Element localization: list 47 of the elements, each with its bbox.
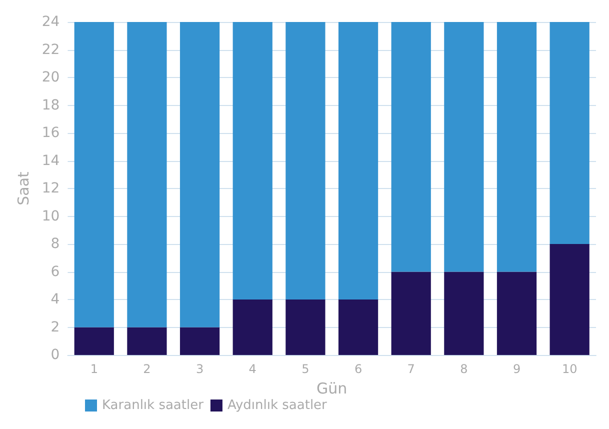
y-tick-label: 6 (50, 264, 60, 280)
bar (180, 22, 220, 328)
bar (391, 22, 431, 272)
y-axis-title: Saat (14, 171, 32, 206)
bar (286, 300, 326, 355)
x-tick-label: 5 (302, 362, 310, 376)
y-tick-label: 14 (42, 152, 60, 169)
y-tick-label: 12 (42, 180, 60, 196)
y-tick-label: 10 (42, 208, 60, 224)
y-tick-label: 0 (50, 347, 60, 363)
bar (74, 327, 114, 355)
x-tick-label: 1 (90, 362, 98, 376)
bar (550, 22, 590, 244)
legend-label: Karanlık saatler (102, 398, 204, 413)
x-tick-label: 2 (143, 362, 151, 376)
bar (391, 272, 431, 355)
bar (127, 327, 167, 355)
y-tick-label: 24 (42, 14, 60, 30)
bar (338, 300, 378, 355)
y-tick-label: 20 (42, 70, 60, 86)
bar (232, 22, 272, 300)
x-tick-label: 4 (248, 362, 256, 376)
bar (444, 272, 484, 355)
y-tick-label: 18 (42, 97, 60, 114)
x-tick-label: 3 (196, 362, 204, 376)
y-tick-label: 8 (50, 236, 60, 252)
bar (180, 327, 220, 355)
x-tick-label: 7 (407, 362, 415, 376)
bar (232, 300, 272, 355)
legend-label: Aydınlık saatler (227, 398, 328, 413)
bar (496, 272, 537, 355)
y-tick-label: 16 (42, 125, 60, 141)
bar (127, 22, 167, 328)
x-axis-title: Gün (316, 380, 348, 398)
x-tick-label: 9 (512, 362, 521, 376)
bar (496, 22, 537, 272)
y-tick-label: 4 (50, 292, 60, 308)
bar (286, 22, 326, 300)
y-tick-label: 22 (42, 42, 60, 58)
x-tick-label: 10 (562, 362, 578, 376)
x-tick-label: 6 (354, 362, 362, 376)
bar (74, 22, 114, 328)
x-tick-label: 8 (460, 362, 468, 376)
bar (444, 22, 484, 272)
bar (338, 22, 378, 300)
bar (550, 244, 590, 355)
y-tick-label: 2 (50, 319, 60, 336)
